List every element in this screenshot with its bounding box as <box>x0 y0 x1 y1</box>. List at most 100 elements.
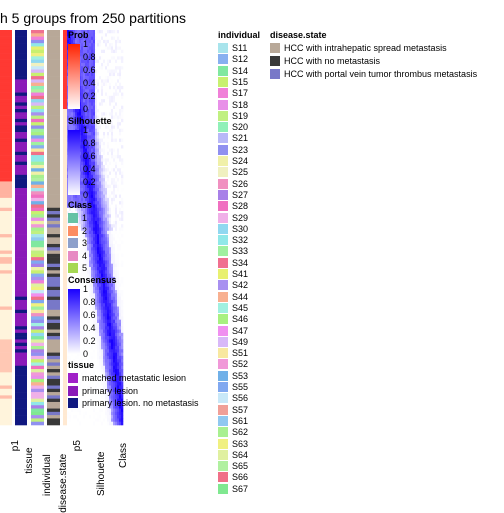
consensus-cell <box>113 161 116 166</box>
consensus-cell <box>75 273 78 278</box>
consensus-cell <box>109 273 112 278</box>
consensus-cell <box>79 171 82 176</box>
consensus-cell <box>119 184 122 189</box>
consensus-cell <box>93 270 96 274</box>
consensus-cell <box>115 145 118 149</box>
consensus-cell <box>115 43 118 47</box>
consensus-cell <box>103 211 106 215</box>
consensus-cell <box>87 43 90 47</box>
consensus-cell <box>111 332 114 337</box>
consensus-cell <box>109 378 112 383</box>
consensus-cell <box>85 372 88 376</box>
consensus-cell <box>69 201 72 205</box>
consensus-cell <box>109 306 112 311</box>
consensus-cell <box>81 385 84 390</box>
consensus-cell <box>79 247 82 251</box>
consensus-cell <box>119 151 122 156</box>
consensus-cell <box>87 178 90 182</box>
consensus-cell <box>85 174 88 179</box>
consensus-cell <box>77 378 80 383</box>
p5-cell <box>63 33 67 37</box>
individual-cell <box>31 313 44 317</box>
consensus-cell <box>107 128 110 133</box>
consensus-cell <box>111 329 114 334</box>
consensus-cell <box>85 109 88 113</box>
consensus-cell <box>121 257 124 261</box>
consensus-cell <box>97 201 100 205</box>
consensus-cell <box>107 355 110 360</box>
individual-label: S32 <box>232 235 249 246</box>
consensus-cell <box>99 247 102 251</box>
disease-cell <box>47 401 60 406</box>
disease-cell <box>47 194 60 199</box>
consensus-cell <box>81 56 84 60</box>
consensus-cell <box>109 191 112 195</box>
consensus-cell <box>109 355 112 360</box>
consensus-cell <box>111 164 114 169</box>
consensus-cell <box>113 82 116 87</box>
consensus-cell <box>103 188 106 192</box>
consensus-cell <box>111 280 114 284</box>
consensus-cell <box>121 319 124 324</box>
p1-cell <box>0 296 12 301</box>
consensus-cell <box>97 411 100 416</box>
consensus-cell <box>81 181 84 186</box>
consensus-cell <box>103 296 106 301</box>
consensus-cell <box>83 171 86 176</box>
individual-legend-item: S55 <box>218 382 248 393</box>
disease-cell <box>47 365 60 370</box>
consensus-cell <box>83 79 86 83</box>
consensus-cell <box>115 405 118 409</box>
consensus-cell <box>89 270 92 274</box>
consensus-cell <box>93 395 96 399</box>
consensus-cell <box>79 66 82 70</box>
individual-legend-item: S24 <box>218 156 248 167</box>
consensus-cell <box>93 342 96 347</box>
p5-cell <box>63 362 67 367</box>
p1-cell <box>0 132 12 136</box>
individual-legend-item: S20 <box>218 122 248 133</box>
consensus-cell <box>103 286 106 291</box>
consensus-cell <box>75 125 78 130</box>
consensus-cell <box>85 155 88 159</box>
consensus-cell <box>93 72 96 77</box>
consensus-cell <box>115 164 118 169</box>
consensus-cell <box>121 382 124 386</box>
p1-cell <box>0 346 12 350</box>
consensus-cell <box>81 316 84 320</box>
consensus-cell <box>91 303 94 307</box>
consensus-cell <box>91 421 94 426</box>
consensus-cell <box>71 421 74 426</box>
consensus-cell <box>115 267 118 271</box>
consensus-cell <box>99 122 102 126</box>
p5-cell <box>63 109 67 113</box>
consensus-cell <box>77 237 80 241</box>
consensus-cell <box>77 418 80 423</box>
consensus-cell <box>115 211 118 215</box>
consensus-cell <box>119 250 122 255</box>
tissue-cell <box>15 306 27 311</box>
consensus-cell <box>107 171 110 176</box>
consensus-cell <box>115 128 118 133</box>
individual-cell <box>31 270 44 274</box>
consensus-cell <box>91 237 94 241</box>
disease-cell <box>47 313 60 317</box>
individual-cell <box>31 59 44 64</box>
consensus-cell <box>97 128 100 133</box>
consensus-cell <box>93 355 96 360</box>
individual-cell <box>31 257 44 261</box>
consensus-cell <box>75 197 78 202</box>
consensus-cell <box>107 296 110 301</box>
consensus-cell <box>99 62 102 67</box>
consensus-cell <box>75 283 78 288</box>
consensus-cell <box>91 112 94 116</box>
consensus-cell <box>115 158 118 162</box>
consensus-cell <box>107 405 110 409</box>
tissue-cell <box>15 385 27 390</box>
p5-cell <box>63 155 67 159</box>
consensus-cell <box>107 395 110 399</box>
p1-cell <box>0 392 12 396</box>
consensus-cell <box>99 322 102 327</box>
column-label-silhouette: Silhouette <box>96 451 107 496</box>
consensus-cell <box>83 329 86 334</box>
